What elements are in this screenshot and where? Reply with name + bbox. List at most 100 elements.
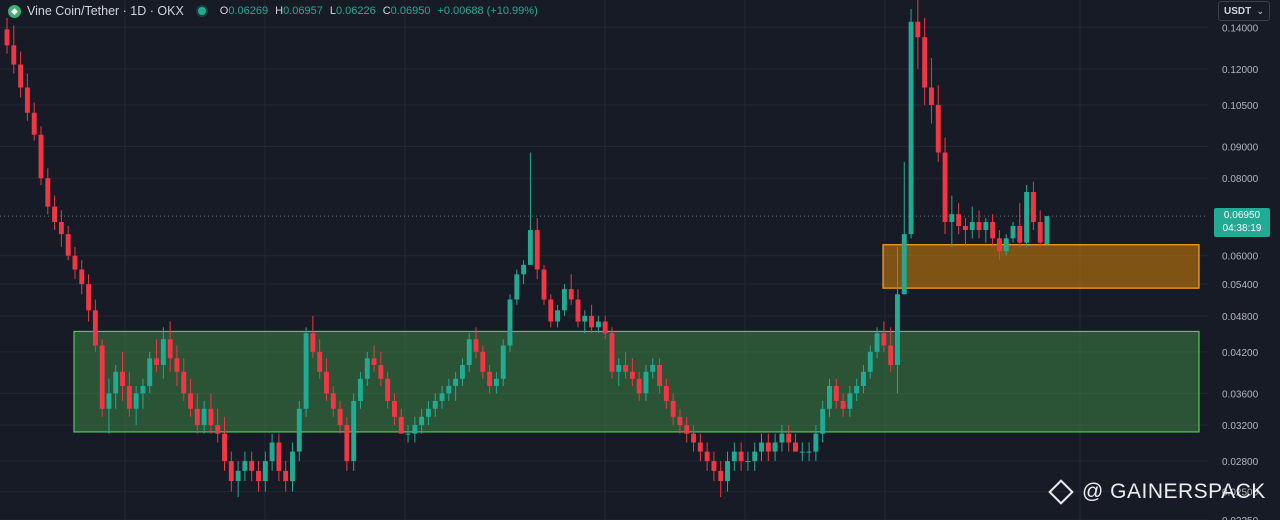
candle — [99, 339, 105, 417]
candle — [385, 371, 391, 409]
candle-body — [4, 29, 10, 46]
low-value: 0.06226 — [335, 5, 376, 17]
resistance-zone — [882, 244, 1200, 289]
candle-body — [262, 461, 268, 482]
candle-body — [514, 274, 520, 300]
currency-select[interactable]: USDT ⌄ — [1218, 1, 1270, 21]
candle — [616, 358, 622, 386]
y-tick-label: 0.02800 — [1222, 457, 1259, 468]
candle-body — [1044, 216, 1050, 244]
zones — [73, 244, 1200, 433]
candle-body — [446, 385, 452, 394]
candle — [45, 168, 51, 215]
candle — [4, 17, 10, 54]
candle — [704, 442, 710, 471]
candle-body — [527, 230, 533, 265]
candle — [779, 425, 785, 452]
candle — [602, 315, 608, 340]
candle — [500, 339, 506, 386]
candle — [908, 8, 914, 239]
candle — [392, 393, 397, 426]
candle-body — [779, 433, 785, 443]
candle — [670, 393, 676, 426]
candle-body — [976, 221, 982, 231]
candle-body — [1030, 192, 1036, 222]
high-value: 0.06957 — [283, 5, 323, 17]
candle-body — [657, 364, 662, 386]
candle-body — [915, 21, 921, 38]
candle-body — [466, 339, 472, 365]
candle — [867, 345, 873, 379]
candle-body — [364, 358, 370, 379]
candle-body — [201, 408, 207, 426]
candle — [609, 327, 615, 379]
symbol-legend: ◆ Vine Coin/Tether · 1D · OKX O0.06269 H… — [8, 3, 538, 19]
candle — [691, 425, 696, 452]
candle-body — [371, 358, 377, 365]
candle — [718, 461, 724, 498]
candle — [235, 461, 241, 498]
candle-body — [92, 310, 98, 346]
y-tick-label: 0.05400 — [1222, 280, 1259, 291]
candle — [759, 433, 764, 462]
candle — [514, 269, 520, 305]
candle — [1037, 210, 1043, 247]
market-status-icon — [197, 7, 206, 15]
candle-body — [493, 378, 499, 386]
candle — [623, 351, 629, 379]
candle — [160, 327, 166, 379]
candle-body — [548, 299, 554, 322]
candle-body — [358, 378, 363, 401]
candle-body — [174, 358, 180, 372]
y-tick-label: 0.06000 — [1222, 252, 1259, 263]
candle — [521, 260, 527, 285]
candle — [487, 364, 493, 394]
candle-body — [269, 442, 275, 462]
candle — [548, 294, 554, 328]
candle — [215, 408, 221, 443]
candle — [541, 264, 547, 305]
candle-body — [1024, 192, 1030, 243]
candle — [473, 327, 479, 359]
watermark: @ GAINERSPACK — [1048, 479, 1266, 505]
candle-body — [351, 400, 357, 462]
bar-countdown: 04:38:19 — [1222, 223, 1262, 235]
symbol-title[interactable]: Vine Coin/Tether · 1D · OKX — [27, 4, 184, 18]
candle — [52, 195, 58, 231]
candle-body — [11, 45, 17, 65]
candle — [752, 442, 758, 471]
y-tick-label: 0.03200 — [1222, 421, 1259, 432]
candle — [113, 364, 119, 409]
candle-body — [772, 442, 778, 452]
candle — [881, 321, 887, 352]
candle — [806, 442, 812, 462]
candle-body — [487, 371, 493, 386]
candle-body — [861, 371, 866, 386]
candle — [405, 425, 411, 443]
candle-body — [473, 339, 479, 352]
candle — [493, 371, 499, 394]
candle — [895, 246, 900, 394]
candle-body — [827, 385, 832, 409]
candle — [208, 393, 214, 434]
high-key: H — [275, 5, 284, 17]
candle-body — [725, 461, 730, 482]
candle-body — [425, 408, 431, 417]
candle-body — [480, 351, 486, 372]
close-key: C — [382, 5, 391, 17]
candle — [480, 345, 486, 379]
y-tick-label: 0.04200 — [1222, 348, 1259, 359]
candle-body — [969, 221, 975, 231]
y-tick-label: 0.14000 — [1222, 23, 1259, 34]
candle — [996, 230, 1002, 261]
candle — [106, 378, 112, 434]
coin-logo-icon: ◆ — [8, 4, 21, 18]
candle — [935, 85, 941, 162]
candle-body — [874, 333, 880, 352]
candle — [874, 327, 880, 359]
candle-body — [208, 408, 214, 426]
candle — [765, 433, 771, 462]
candle-body — [670, 400, 676, 417]
candle-body — [643, 371, 649, 394]
